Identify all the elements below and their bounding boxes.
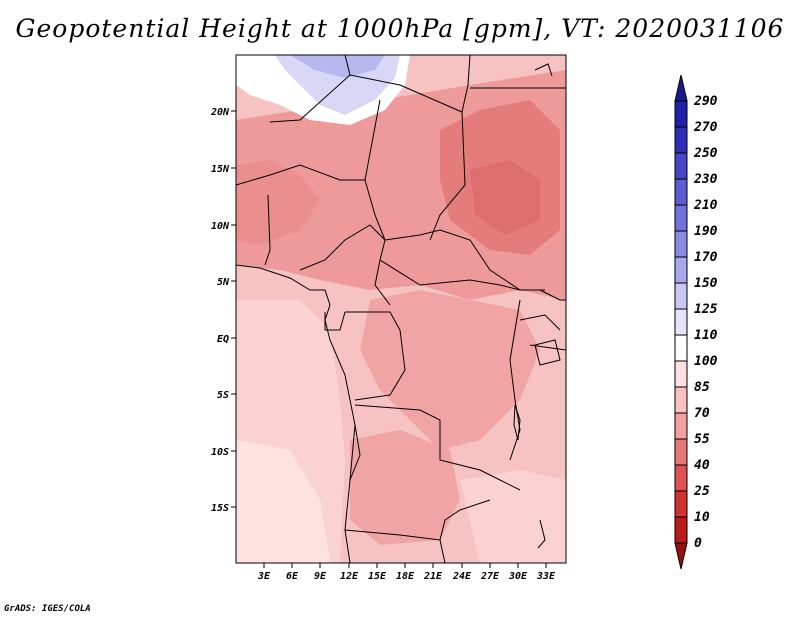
- border-namibia: [439, 539, 446, 563]
- lat-label: 15N: [211, 164, 230, 175]
- colorbar-segment: [674, 542, 688, 570]
- field-zone-sudan-core: [470, 160, 540, 235]
- colorbar-label: 10: [694, 510, 710, 525]
- colorbar-label: 270: [693, 120, 718, 135]
- colorbar-segment: [674, 282, 688, 310]
- colorbar-segment: [674, 126, 688, 154]
- colorbar-segment: [674, 334, 688, 362]
- lon-label: 15E: [368, 571, 387, 582]
- colorbar-label: 230: [693, 172, 718, 187]
- colorbar-label: 290: [693, 94, 718, 109]
- colorbar-segment: [674, 178, 688, 206]
- field-zone-west: [236, 160, 320, 245]
- lat-label: 10S: [211, 447, 229, 458]
- colorbar: 2902702502302101901701501251101008570554…: [674, 74, 718, 570]
- border-chad-sudan: [429, 111, 466, 241]
- lat-label: 15S: [211, 503, 229, 514]
- lon-label: 9E: [314, 571, 327, 582]
- colorbar-label: 110: [694, 328, 718, 343]
- lon-label: 30E: [508, 571, 528, 582]
- lon-label: 33E: [536, 571, 556, 582]
- colorbar-segment: [674, 386, 688, 414]
- height-field: [236, 55, 566, 563]
- lon-label: 3E: [257, 571, 271, 582]
- colorbar-label: 55: [694, 432, 710, 447]
- red-sea-coast: [534, 63, 553, 77]
- field-zone-angola: [350, 430, 460, 545]
- border-ethiopia: [539, 289, 566, 301]
- colorbar-segment: [674, 152, 688, 180]
- colorbar-segment: [674, 100, 688, 128]
- field-zone-southeast: [460, 470, 566, 563]
- country-borders: [236, 55, 566, 563]
- plot-frame: [235, 54, 567, 564]
- border-drc-angola: [354, 404, 521, 491]
- border-angola-south: [344, 499, 491, 541]
- colorbar-segment: [674, 74, 688, 102]
- border-car-south: [379, 259, 521, 291]
- lon-axis: 3E 6E 9E 12E 15E 18E 21E 24E 27E 30E 33E: [257, 563, 556, 582]
- border-nigeria-cameroon: [299, 224, 391, 306]
- colorbar-label: 210: [693, 198, 718, 213]
- colorbar-label: 70: [694, 406, 710, 421]
- chart-title: Geopotential Height at 1000hPa [gpm], VT…: [15, 14, 785, 43]
- border-angola-coast: [349, 424, 361, 481]
- lat-label: EQ: [217, 334, 229, 345]
- lon-label: 21E: [423, 571, 443, 582]
- colorbar-label: 25: [693, 484, 710, 499]
- colorbar-label: 40: [694, 458, 710, 473]
- colorbar-label: 170: [694, 250, 718, 265]
- colorbar-label: 125: [694, 302, 718, 317]
- colorbar-segment: [674, 516, 688, 544]
- border-congo: [345, 311, 406, 401]
- colorbar-segment: [674, 490, 688, 518]
- border-algeria-niger: [269, 55, 351, 123]
- lat-label: 5S: [217, 390, 229, 401]
- colorbar-label: 85: [694, 380, 710, 395]
- colorbar-label: 150: [694, 276, 718, 291]
- lake-victoria: [534, 339, 561, 366]
- lon-label: 24E: [452, 571, 472, 582]
- colorbar-label: 0: [694, 536, 702, 551]
- field-zone-atlantic-south: [236, 440, 330, 563]
- colorbar-segment: [674, 438, 688, 466]
- coastline-atlantic: [236, 264, 356, 563]
- colorbar-segment: [674, 256, 688, 284]
- colorbar-segment: [674, 204, 688, 232]
- colorbar-label: 250: [693, 146, 718, 161]
- colorbar-segment: [674, 464, 688, 492]
- lon-label: 6E: [286, 571, 299, 582]
- colorbar-label: 190: [694, 224, 718, 239]
- field-zone-central: [360, 290, 540, 450]
- colorbar-segment: [674, 360, 688, 388]
- border-kenya: [529, 344, 566, 351]
- border-niger-chad: [364, 99, 386, 241]
- colorbar-segment: [674, 412, 688, 440]
- lon-label: 27E: [480, 571, 500, 582]
- lake-malawi: [537, 519, 546, 549]
- lat-label: 10N: [211, 221, 230, 232]
- colorbar-segment: [674, 230, 688, 258]
- lon-label: 18E: [396, 571, 415, 582]
- credit-text: GrADS: IGES/COLA: [4, 604, 91, 614]
- lake-tanganyika: [513, 404, 521, 441]
- colorbar-label: 100: [694, 354, 718, 369]
- lat-axis: 20N 15N 10N 5N EQ 5S 10S 15S: [210, 107, 236, 514]
- field-zone-sahara-blue-core: [290, 55, 385, 78]
- lat-label: 20N: [210, 107, 230, 118]
- colorbar-segment: [674, 308, 688, 336]
- lon-label: 12E: [340, 571, 359, 582]
- border-niger-south: [236, 164, 365, 186]
- border-uganda: [519, 314, 561, 331]
- lat-label: 5N: [217, 277, 230, 288]
- border-benin: [264, 194, 271, 266]
